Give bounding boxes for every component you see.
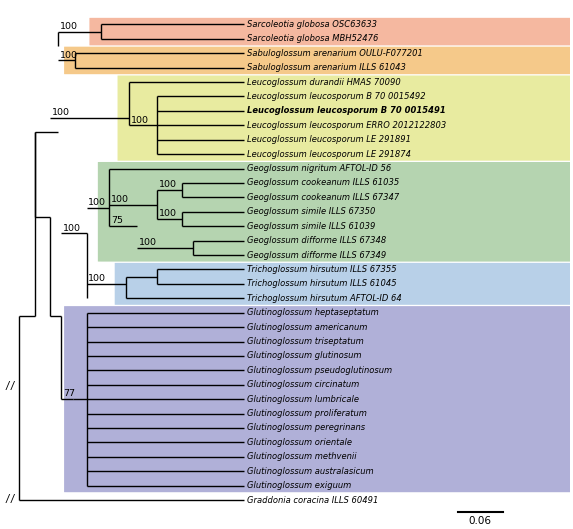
Text: Geoglossum difforme ILLS 67348: Geoglossum difforme ILLS 67348 [247, 236, 386, 245]
FancyBboxPatch shape [89, 18, 573, 45]
Text: Graddonia coracina ILLS 60491: Graddonia coracina ILLS 60491 [247, 496, 378, 505]
FancyBboxPatch shape [115, 263, 573, 305]
Text: 100: 100 [60, 51, 78, 60]
Text: Glutinoglossum lumbricale: Glutinoglossum lumbricale [247, 395, 359, 404]
Text: Glutinoglossum glutinosum: Glutinoglossum glutinosum [247, 351, 362, 360]
Text: 100: 100 [60, 22, 78, 31]
Text: Leucoglossum leucosporum LE 291891: Leucoglossum leucosporum LE 291891 [247, 135, 411, 144]
Text: 100: 100 [52, 108, 70, 117]
Text: //: // [5, 381, 16, 391]
Text: 77: 77 [63, 389, 75, 398]
Text: Leucoglossum leucosporum B 70 0015491: Leucoglossum leucosporum B 70 0015491 [247, 106, 446, 115]
Text: Sabuloglossum arenarium OULU-F077201: Sabuloglossum arenarium OULU-F077201 [247, 49, 423, 58]
Text: //: // [5, 494, 16, 504]
Text: Geoglossum cookeanum ILLS 61035: Geoglossum cookeanum ILLS 61035 [247, 178, 399, 187]
Text: Geoglossum cookeanum ILLS 67347: Geoglossum cookeanum ILLS 67347 [247, 193, 399, 202]
Text: Geoglossum simile ILLS 61039: Geoglossum simile ILLS 61039 [247, 222, 375, 231]
FancyBboxPatch shape [64, 306, 573, 492]
Text: Glutinoglossum orientale: Glutinoglossum orientale [247, 438, 352, 447]
Text: Glutinoglossum pseudoglutinosum: Glutinoglossum pseudoglutinosum [247, 366, 392, 375]
Text: 100: 100 [63, 224, 81, 233]
FancyBboxPatch shape [64, 47, 573, 74]
Text: 0.06: 0.06 [469, 516, 492, 526]
Text: 100: 100 [111, 195, 129, 204]
Text: Trichoglossum hirsutum ILLS 67355: Trichoglossum hirsutum ILLS 67355 [247, 265, 397, 274]
FancyBboxPatch shape [98, 162, 573, 261]
Text: Glutinoglossum heptaseptatum: Glutinoglossum heptaseptatum [247, 308, 379, 317]
Text: Glutinoglossum australasicum: Glutinoglossum australasicum [247, 467, 374, 476]
Text: Glutinoglossum americanum: Glutinoglossum americanum [247, 323, 367, 332]
Text: Leucoglossum durandii HMAS 70090: Leucoglossum durandii HMAS 70090 [247, 78, 401, 87]
Text: 100: 100 [88, 198, 106, 207]
Text: 100: 100 [139, 238, 157, 247]
Text: Leucoglossum leucosporum ERRO 2012122803: Leucoglossum leucosporum ERRO 2012122803 [247, 121, 446, 130]
Text: Glutinoglossum methvenii: Glutinoglossum methvenii [247, 452, 356, 461]
Text: Glutinoglossum triseptatum: Glutinoglossum triseptatum [247, 337, 364, 346]
Text: Leucoglossum leucosporum LE 291874: Leucoglossum leucosporum LE 291874 [247, 150, 411, 159]
Text: Geoglossum nigritum AFTOL-ID 56: Geoglossum nigritum AFTOL-ID 56 [247, 164, 391, 173]
Text: Trichoglossum hirsutum ILLS 61045: Trichoglossum hirsutum ILLS 61045 [247, 279, 397, 288]
Text: Glutinoglossum exiguum: Glutinoglossum exiguum [247, 481, 351, 490]
Text: 100: 100 [159, 180, 176, 189]
Text: Glutinoglossum proliferatum: Glutinoglossum proliferatum [247, 409, 367, 418]
Text: 100: 100 [88, 274, 106, 283]
Text: Geoglossum simile ILLS 67350: Geoglossum simile ILLS 67350 [247, 207, 375, 216]
Text: 75: 75 [111, 216, 123, 225]
Text: Sarcoleotia globosa OSC63633: Sarcoleotia globosa OSC63633 [247, 20, 377, 29]
Text: Glutinoglossum peregrinans: Glutinoglossum peregrinans [247, 424, 365, 433]
Text: Glutinoglossum circinatum: Glutinoglossum circinatum [247, 380, 359, 389]
Text: Sabuloglossum arenarium ILLS 61043: Sabuloglossum arenarium ILLS 61043 [247, 63, 406, 72]
Text: 100: 100 [159, 209, 176, 218]
Text: 100: 100 [131, 115, 148, 124]
Text: Trichoglossum hirsutum AFTOL-ID 64: Trichoglossum hirsutum AFTOL-ID 64 [247, 294, 402, 303]
Text: Geoglossum difforme ILLS 67349: Geoglossum difforme ILLS 67349 [247, 251, 386, 260]
FancyBboxPatch shape [117, 76, 573, 161]
Text: Leucoglossum leucosporum B 70 0015492: Leucoglossum leucosporum B 70 0015492 [247, 92, 426, 101]
Text: Sarcoleotia globosa MBH52476: Sarcoleotia globosa MBH52476 [247, 34, 378, 43]
